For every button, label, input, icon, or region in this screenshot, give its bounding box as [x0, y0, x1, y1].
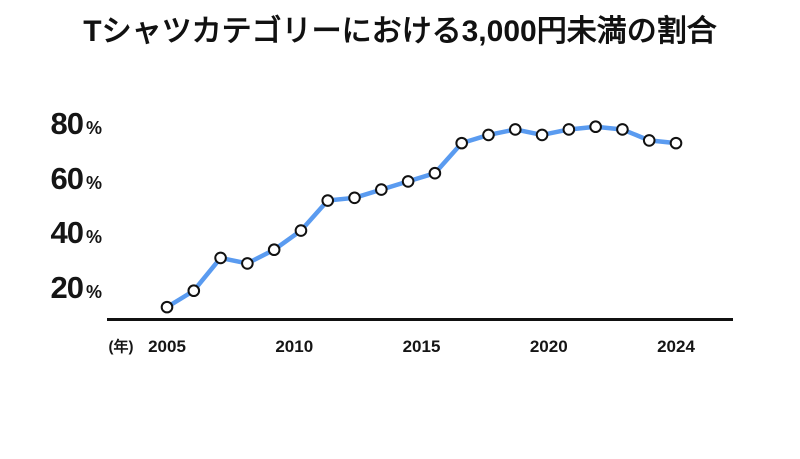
x-axis-unit-label: (年): [108, 338, 134, 356]
data-point-marker: [669, 136, 683, 150]
data-point-marker: [455, 136, 468, 150]
y-tick-value: 40: [50, 215, 84, 251]
data-point-marker: [375, 183, 388, 196]
y-tick-label: 80%: [18, 106, 103, 142]
y-tick-label: 60%: [18, 160, 103, 197]
y-tick-value: 60: [50, 160, 84, 196]
y-tick-label: 40%: [18, 215, 103, 251]
y-tick-value: 80: [50, 106, 84, 141]
x-tick-label: 2020: [529, 337, 568, 356]
data-point-marker: [321, 194, 335, 207]
data-point-marker: [616, 123, 629, 136]
trend-line: [164, 124, 679, 310]
data-point-marker: [642, 134, 656, 147]
y-tick-value: 20: [50, 270, 84, 305]
data-point-marker: [562, 123, 576, 136]
data-point-marker: [267, 243, 281, 257]
chart-title: Tシャツカテゴリーにおける3,000円未満の割合: [83, 15, 717, 48]
data-point-marker: [482, 128, 495, 142]
percent-sign: %: [85, 282, 102, 302]
data-point-marker: [348, 191, 361, 205]
y-tick-label: 20%: [18, 270, 103, 306]
data-point-marker: [187, 284, 201, 298]
data-point-marker: [214, 251, 227, 265]
data-point-marker: [160, 300, 174, 314]
data-point-marker: [294, 224, 308, 237]
x-tick-label: 2015: [402, 337, 441, 356]
percent-sign: %: [85, 227, 102, 248]
x-tick-label: 2005: [148, 337, 186, 356]
data-point-marker: [401, 175, 415, 188]
x-tick-label: 2024: [657, 337, 695, 356]
data-point-marker: [241, 257, 254, 270]
x-tick-label: 2010: [275, 337, 314, 356]
data-point-marker: [508, 123, 522, 136]
data-point-marker: [589, 120, 602, 134]
data-point-marker: [535, 128, 549, 142]
percent-sign: %: [85, 172, 102, 193]
data-point-marker: [428, 166, 442, 180]
percent-sign: %: [85, 118, 102, 138]
